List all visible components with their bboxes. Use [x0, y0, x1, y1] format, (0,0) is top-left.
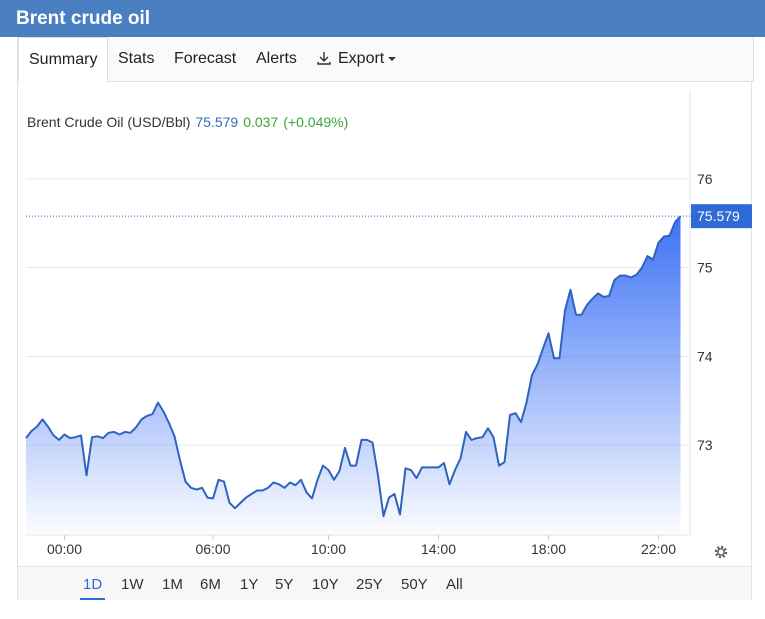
range-button[interactable]: 1D — [80, 576, 106, 600]
tab-bar: Summary Stats Forecast Alerts Export — [17, 37, 754, 82]
chart: Brent Crude Oil (USD/Bbl) 75.579 0.037 (… — [25, 90, 752, 559]
tab[interactable]: Alerts — [256, 50, 297, 67]
x-tick-label: 22:00 — [641, 541, 676, 557]
y-tick-label: 76 — [697, 171, 713, 187]
range-button[interactable]: 1Y — [240, 576, 259, 593]
tab[interactable]: Forecast — [174, 50, 237, 67]
area — [26, 216, 681, 534]
x-tick-label: 14:00 — [421, 541, 456, 557]
tab[interactable]: Export — [338, 50, 385, 67]
legend-price: 75.579 — [195, 114, 238, 130]
range-button[interactable]: 25Y — [356, 576, 383, 593]
y-tick-label: 73 — [697, 437, 713, 453]
range-button[interactable]: 5Y — [275, 576, 294, 593]
range-button[interactable]: 50Y — [401, 576, 428, 593]
y-tick-label: 74 — [697, 348, 713, 364]
price-box — [691, 204, 752, 229]
tab[interactable]: Stats — [118, 50, 155, 67]
settings-icon[interactable] — [714, 545, 728, 559]
x-tick-label: 06:00 — [195, 541, 230, 557]
range-button[interactable]: 10Y — [312, 576, 339, 593]
y-tick-label: 75 — [697, 260, 713, 276]
range-button[interactable]: All — [446, 576, 463, 593]
legend-change: 0.037 — [243, 114, 278, 130]
legend-label: Brent Crude Oil (USD/Bbl) — [27, 114, 190, 130]
x-tick-label: 00:00 — [47, 541, 82, 557]
line — [25, 215, 682, 518]
header: Brent crude oil — [0, 0, 765, 37]
price-label: 75.579 — [697, 208, 740, 224]
range-button[interactable]: 1M — [162, 576, 183, 593]
range-button[interactable]: 6M — [200, 576, 221, 593]
x-tick-label: 10:00 — [311, 541, 346, 557]
range-bar: 1D 1W 1M 6M 1Y 5Y 10Y 25Y 50Y All — [18, 566, 751, 600]
x-tick-label: 18:00 — [531, 541, 566, 557]
legend-change-pct: (+0.049%) — [283, 114, 348, 130]
tab[interactable]: Summary — [18, 37, 109, 82]
title: Brent crude oil — [16, 8, 151, 29]
range-button[interactable]: 1W — [121, 576, 144, 593]
export-icon — [317, 52, 331, 65]
caret — [388, 57, 396, 61]
